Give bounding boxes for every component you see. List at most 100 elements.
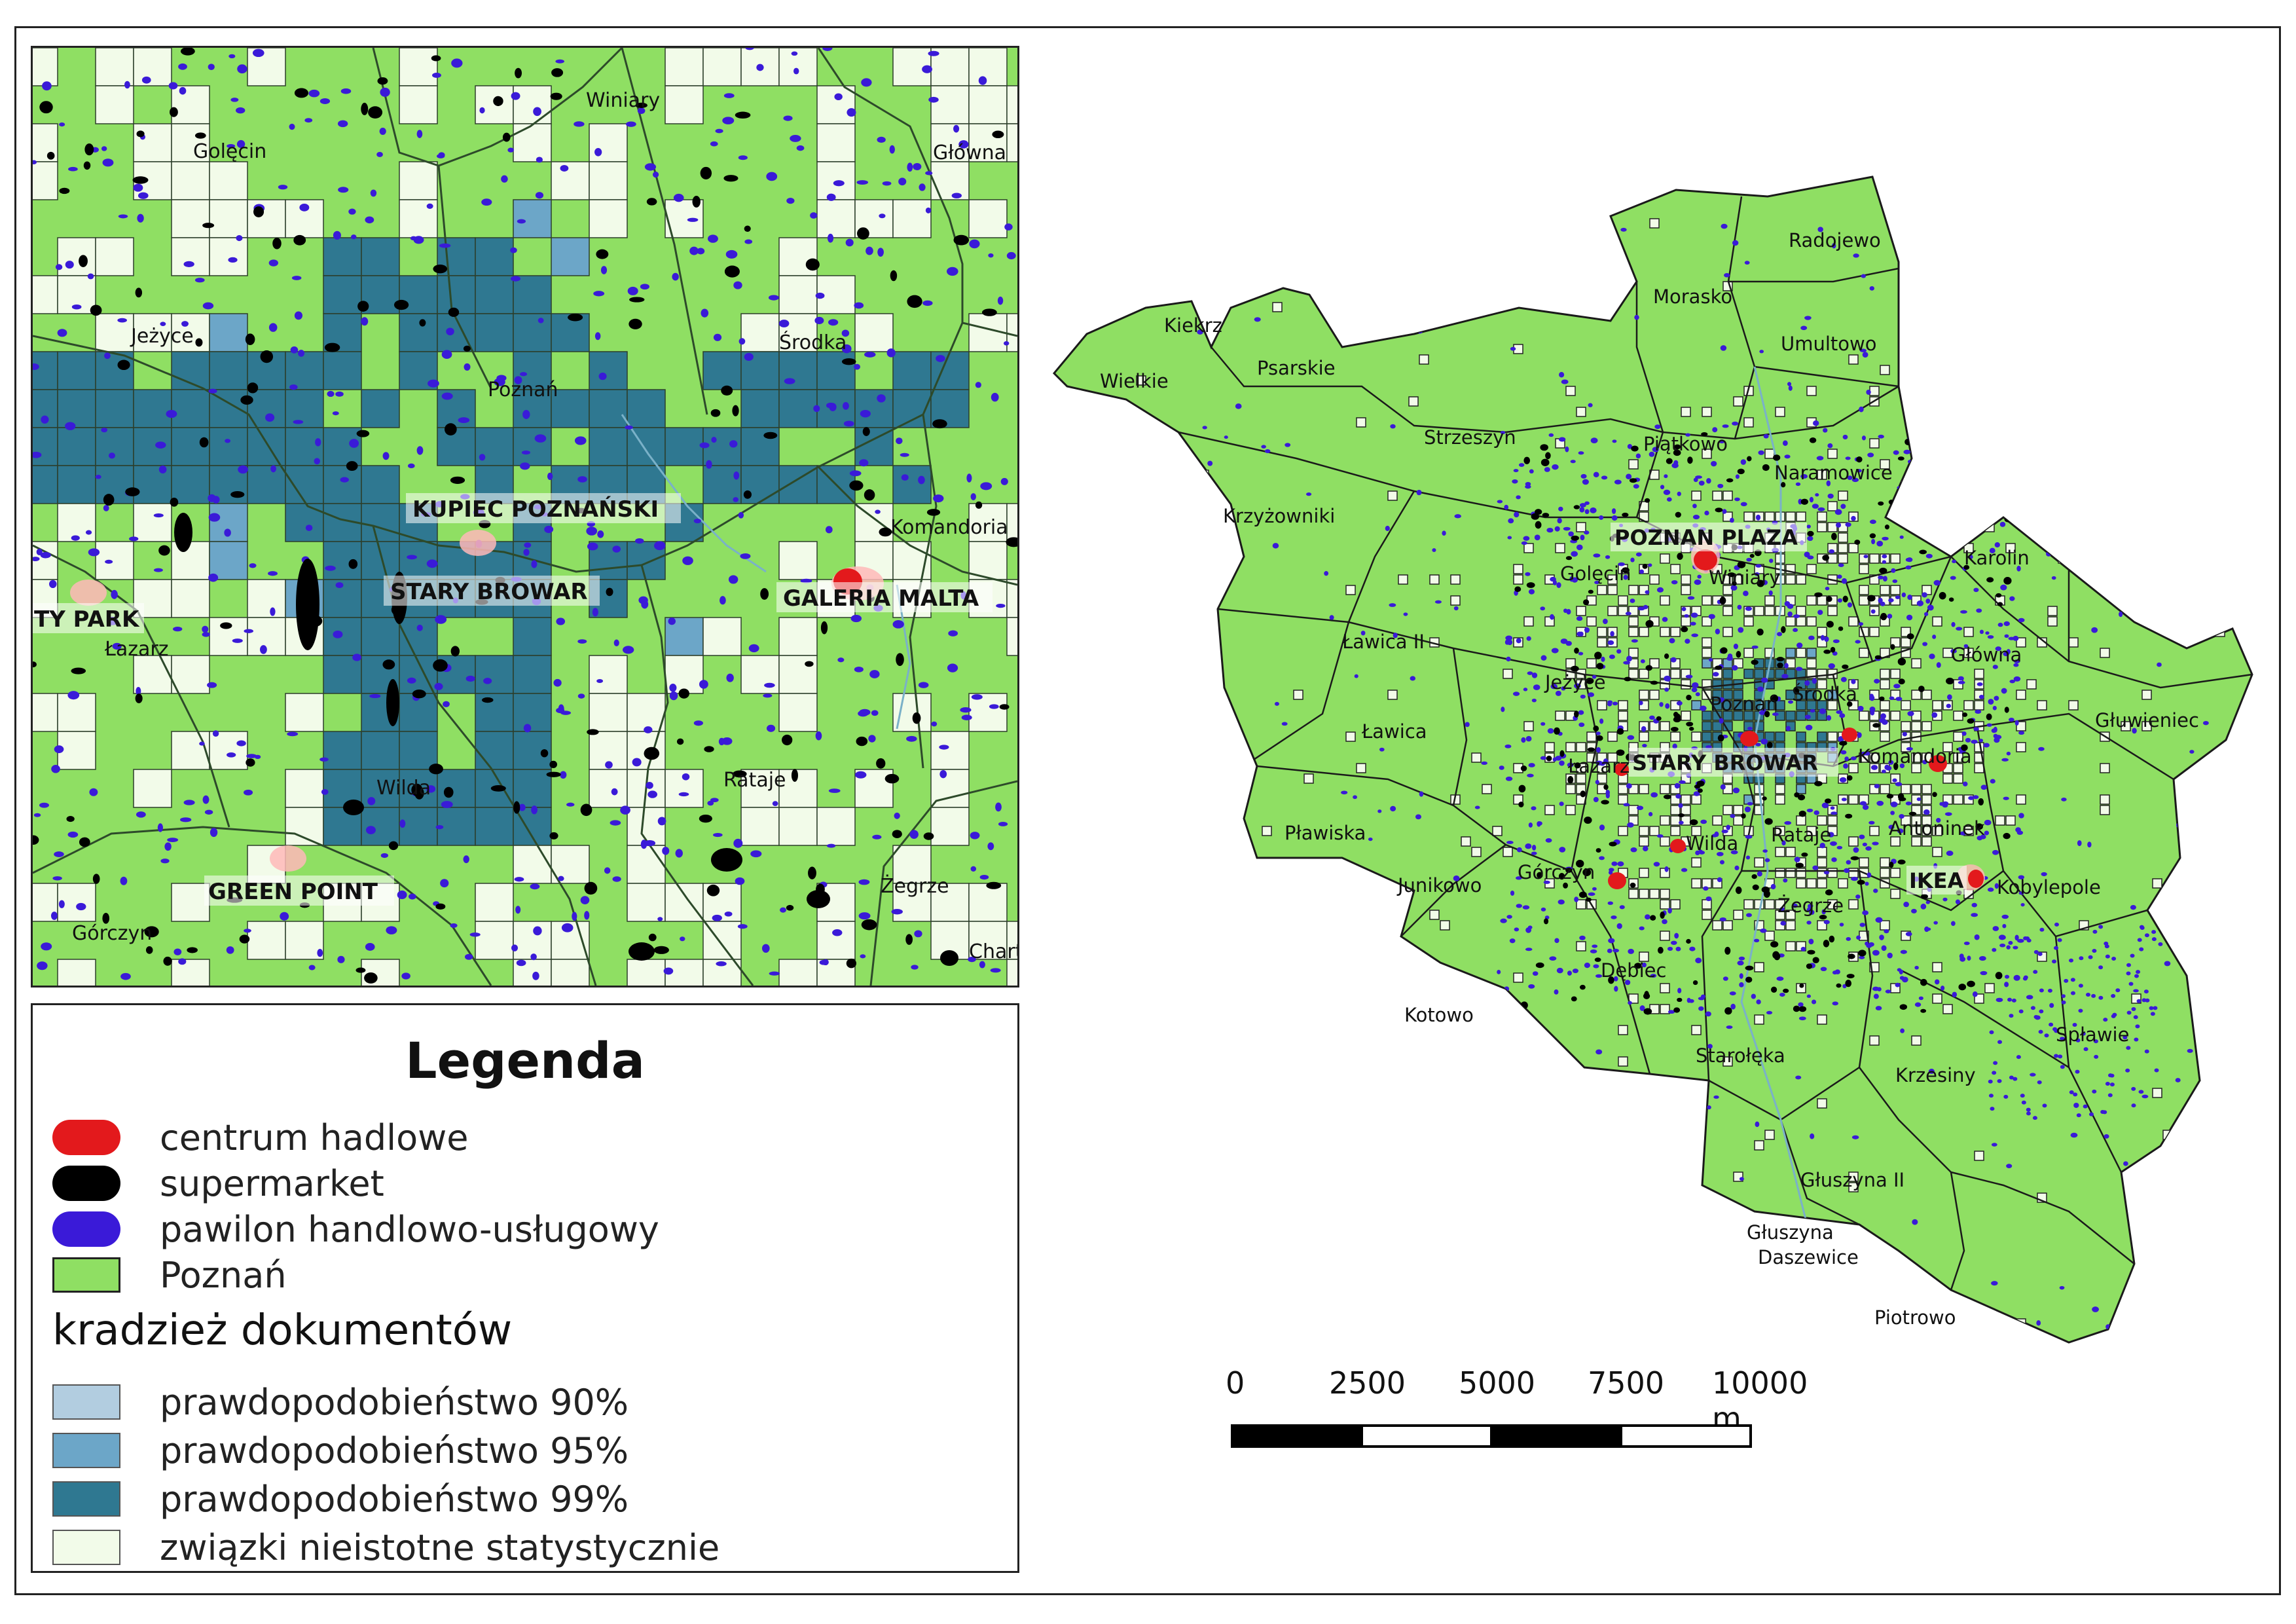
shop-point [1911, 908, 1917, 913]
shop-point [1721, 829, 1728, 834]
shop-point [689, 246, 699, 255]
shop-point [1935, 979, 1940, 985]
grid-cell [1702, 710, 1712, 721]
shop-point [1611, 861, 1618, 866]
shop-point [1567, 762, 1574, 767]
grid-cell [1796, 710, 1806, 721]
shop-point [532, 971, 539, 980]
scale-tick: 2500 [1329, 1365, 1406, 1401]
shop-point [1916, 797, 1922, 802]
shop-point [1707, 1044, 1713, 1049]
grid-cell [1649, 826, 1660, 836]
shop-point [1641, 726, 1647, 732]
grid-cell [892, 351, 932, 390]
shop-point [738, 338, 746, 345]
grid-cell [171, 579, 210, 618]
grid-cell [1817, 511, 1827, 522]
shop-point [2092, 1089, 2097, 1094]
shop-point [907, 295, 922, 308]
shop-point [315, 438, 321, 447]
shop-point [1261, 445, 1266, 449]
shop-point [1722, 424, 1729, 428]
shop-point [1906, 557, 1913, 563]
grid-cell [1115, 208, 1125, 218]
main-label: Ławica II [1341, 631, 1425, 653]
shop-point [2115, 988, 2121, 993]
shop-point [1839, 741, 1848, 746]
shop-point [479, 107, 485, 114]
grid-cell [95, 427, 134, 466]
shop-point [990, 968, 1001, 973]
shop-point [2161, 1261, 2168, 1265]
shop-point [1645, 914, 1650, 920]
shop-point [1779, 992, 1785, 997]
grid-cell [1974, 669, 1984, 679]
shop-point [1856, 456, 1863, 463]
shop-point [2119, 611, 2123, 618]
grid-cell [57, 731, 96, 770]
shop-point [805, 661, 814, 667]
shop-point [1685, 674, 1693, 679]
shop-point [1980, 358, 1988, 362]
shop-point [2075, 1038, 2081, 1043]
shop-point [1973, 795, 1979, 800]
shop-point [1968, 796, 1975, 800]
shop-point [1202, 1164, 1208, 1170]
shop-point [555, 59, 565, 64]
shop-point [265, 413, 275, 422]
grid-cell [1262, 1234, 1272, 1245]
shop-point [707, 800, 714, 806]
shop-point [1774, 952, 1781, 961]
main-label: Radojewo [1789, 229, 1881, 251]
shop-point [117, 318, 127, 323]
shop-point [1594, 957, 1601, 962]
shop-point [970, 866, 977, 872]
shop-point [1627, 443, 1633, 449]
shop-point [1514, 511, 1520, 518]
shop-point [871, 710, 879, 716]
grid-cell [1817, 815, 1827, 826]
shop-point [502, 132, 511, 142]
main-mall-label: IKEA [1909, 868, 1964, 893]
shop-point [1592, 674, 1597, 679]
grid-cell [2100, 648, 2110, 658]
scale-bar: 0 2500 5000 7500 10000 m [1226, 1365, 1808, 1457]
shop-point [1923, 612, 1929, 616]
grid-cell [1628, 1224, 1639, 1234]
shop-point [521, 451, 530, 455]
shop-point [827, 233, 834, 243]
shop-point [1899, 969, 1903, 975]
shop-point [137, 192, 149, 199]
main-label: Komandoria [1858, 745, 1972, 767]
grid-cell [1513, 564, 1523, 574]
shop-point [1729, 991, 1736, 996]
shop-point [2111, 993, 2116, 998]
main-label: Morasko [1653, 286, 1732, 308]
shop-point [1515, 876, 1522, 880]
shop-point [1986, 713, 1992, 720]
grid-cell [33, 465, 58, 504]
grid-cell [513, 427, 552, 466]
shop-point [1587, 747, 1595, 752]
shop-point [861, 919, 877, 931]
shop-point [721, 385, 733, 396]
shop-point [224, 528, 231, 537]
grid-cell [513, 807, 552, 846]
shop-point [1905, 801, 1912, 805]
shop-point [2001, 462, 2007, 468]
shop-point [158, 465, 167, 474]
shop-point [268, 323, 278, 332]
shop-point [1980, 970, 1988, 976]
shop-point [1656, 716, 1662, 721]
shop-point [1826, 596, 1832, 602]
grid-cell [1503, 669, 1513, 679]
shop-point [1872, 723, 1880, 728]
legend-item-supermarket: supermarket [52, 1163, 384, 1204]
grid-cell [2141, 690, 2152, 700]
shop-point [1942, 484, 1950, 490]
shop-point [2020, 902, 2025, 907]
shop-point [1714, 831, 1719, 838]
shop-point [237, 64, 247, 74]
shop-point [1888, 760, 1894, 765]
shop-point [1642, 743, 1647, 748]
